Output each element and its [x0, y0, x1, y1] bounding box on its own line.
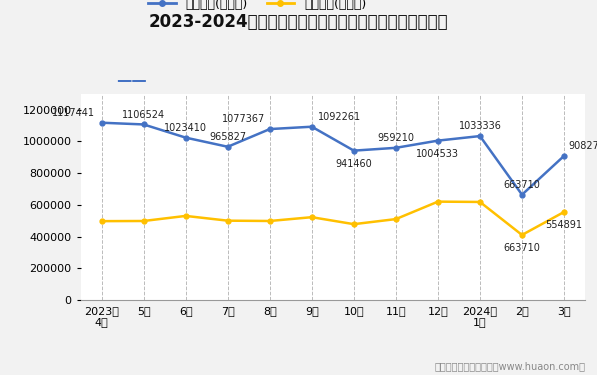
Text: 908274: 908274 — [568, 141, 597, 151]
出口总额(万美元) — [266, 127, 273, 131]
Legend: 出口总额(万美元), 进口总额(万美元): 出口总额(万美元), 进口总额(万美元) — [143, 0, 371, 16]
Line: 进口总额(万美元): 进口总额(万美元) — [99, 199, 567, 237]
Text: 663710: 663710 — [503, 243, 540, 253]
Text: 1106524: 1106524 — [122, 110, 165, 120]
进口总额(万美元) — [435, 200, 442, 204]
出口总额(万美元) — [308, 124, 315, 129]
进口总额(万美元) — [266, 219, 273, 223]
出口总额(万美元) — [476, 134, 484, 138]
出口总额(万美元) — [140, 122, 147, 127]
Text: 1092261: 1092261 — [318, 112, 361, 122]
进口总额(万美元) — [182, 214, 189, 218]
Text: 554891: 554891 — [546, 220, 583, 230]
进口总额(万美元) — [518, 233, 525, 237]
出口总额(万美元) — [182, 135, 189, 140]
进口总额(万美元) — [98, 219, 105, 224]
Text: 1023410: 1023410 — [164, 123, 207, 133]
进口总额(万美元) — [140, 219, 147, 223]
出口总额(万美元) — [435, 138, 442, 143]
Text: 663710: 663710 — [503, 180, 540, 190]
Text: 965827: 965827 — [209, 132, 247, 142]
进口总额(万美元) — [392, 217, 399, 221]
进口总额(万美元) — [224, 218, 231, 223]
Text: 959210: 959210 — [377, 133, 414, 143]
出口总额(万美元) — [518, 192, 525, 197]
出口总额(万美元) — [561, 154, 568, 158]
Text: ——: —— — [116, 73, 147, 88]
Text: 941460: 941460 — [336, 159, 372, 169]
进口总额(万美元) — [561, 210, 568, 214]
Text: 1033336: 1033336 — [458, 121, 501, 131]
Text: 1117441: 1117441 — [53, 108, 96, 118]
出口总额(万美元) — [98, 120, 105, 125]
进口总额(万美元) — [476, 200, 484, 204]
出口总额(万美元) — [350, 148, 358, 153]
出口总额(万美元) — [224, 144, 231, 149]
Text: 2023-2024年东莞市商品收发货人所在地进、出口额统计: 2023-2024年东莞市商品收发货人所在地进、出口额统计 — [149, 13, 448, 31]
进口总额(万美元) — [308, 215, 315, 219]
进口总额(万美元) — [350, 222, 358, 226]
Text: 1004533: 1004533 — [417, 148, 460, 159]
Line: 出口总额(万美元): 出口总额(万美元) — [99, 120, 567, 197]
Text: 1077367: 1077367 — [222, 114, 266, 124]
出口总额(万美元) — [392, 146, 399, 150]
Text: 制图：华经产业研究院（www.huaon.com）: 制图：华经产业研究院（www.huaon.com） — [434, 361, 585, 371]
